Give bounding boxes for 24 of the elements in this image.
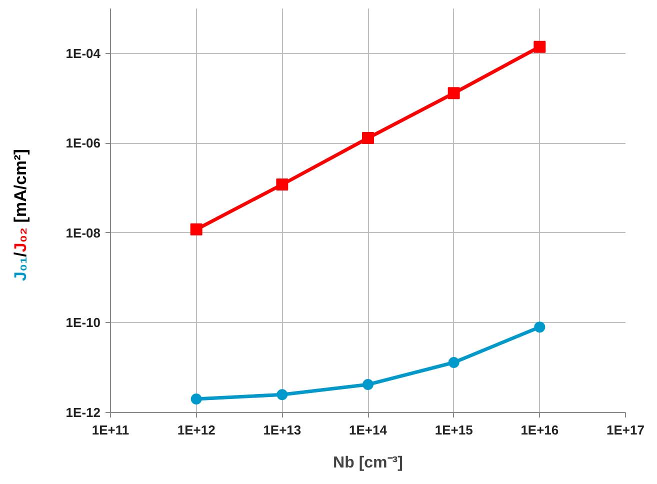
y-tick-label: 1E-04 bbox=[66, 46, 102, 61]
y-tick-label: 1E-06 bbox=[66, 136, 101, 151]
point bbox=[534, 40, 546, 53]
point bbox=[534, 322, 546, 333]
y-tick-label: 1E-12 bbox=[66, 405, 101, 420]
x-tick-label: 1E+11 bbox=[92, 422, 130, 438]
x-tick-label: 1E+17 bbox=[606, 422, 644, 438]
x-tick-label: 1E+12 bbox=[177, 422, 216, 438]
point bbox=[190, 393, 202, 404]
point bbox=[362, 132, 374, 144]
point bbox=[190, 223, 202, 236]
y-tick-label: 1E-10 bbox=[66, 315, 101, 330]
point bbox=[362, 379, 374, 390]
x-tick-label: 1E+14 bbox=[349, 422, 388, 438]
y-axis-title: J₀₁/J₀₂ [mA/cm²] bbox=[10, 149, 30, 281]
x-tick-label: 1E+13 bbox=[263, 422, 302, 438]
y-tick-label: 1E-08 bbox=[66, 225, 101, 240]
point bbox=[276, 389, 288, 400]
x-tick-label: 1E+15 bbox=[434, 422, 473, 438]
point bbox=[448, 87, 460, 100]
point bbox=[448, 357, 460, 368]
x-axis-title: Nb [cm⁻³] bbox=[333, 454, 403, 472]
point bbox=[276, 178, 288, 190]
x-tick-label: 1E+16 bbox=[520, 422, 559, 438]
